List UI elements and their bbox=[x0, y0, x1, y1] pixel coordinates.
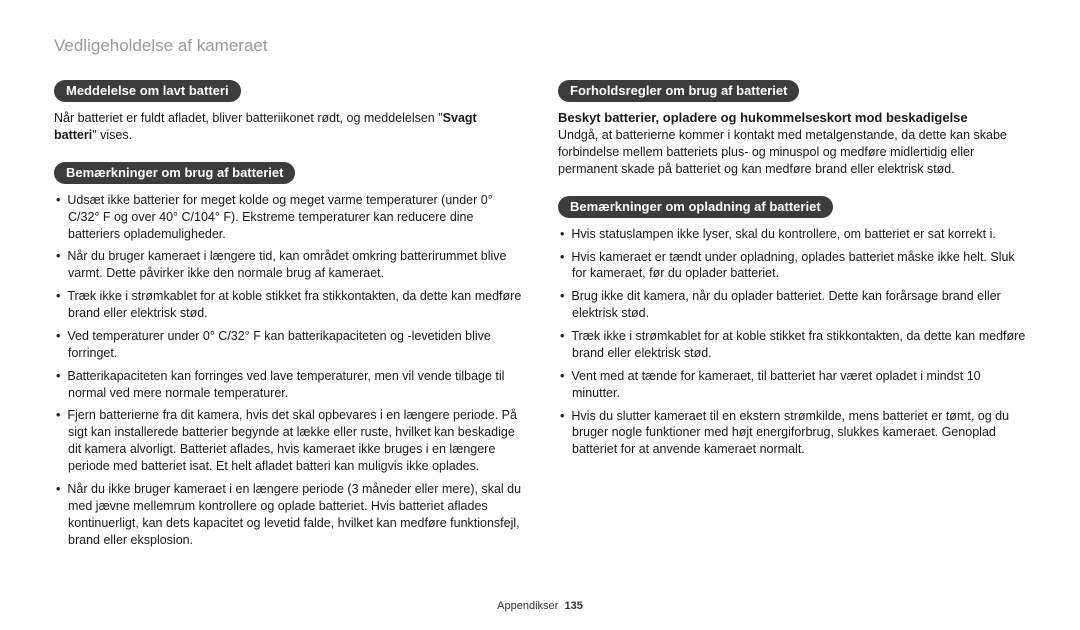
section-charging-notes: Bemærkninger om opladning af batteriet H… bbox=[558, 196, 1026, 459]
list-item: Træk ikke i strømkablet for at koble sti… bbox=[560, 328, 1026, 362]
list-item: Når du ikke bruger kameraet i en længere… bbox=[56, 481, 522, 549]
pill-battery-usage: Bemærkninger om brug af batteriet bbox=[54, 162, 295, 184]
list-item: Når du bruger kameraet i længere tid, ka… bbox=[56, 248, 522, 282]
precaution-text: Undgå, at batterierne kommer i kontakt m… bbox=[558, 127, 1026, 178]
precaution-subheading: Beskyt batterier, opladere og hukommelse… bbox=[558, 110, 1026, 125]
para-a: Når batteriet er fuldt afladet, bliver b… bbox=[54, 111, 443, 125]
list-item: Fjern batterierne fra dit kamera, hvis d… bbox=[56, 407, 522, 475]
page-title: Vedligeholdelse af kameraet bbox=[54, 36, 1026, 56]
pill-low-battery: Meddelelse om lavt batteri bbox=[54, 80, 241, 102]
low-battery-text: Når batteriet er fuldt afladet, bliver b… bbox=[54, 110, 522, 144]
page-footer: Appendikser 135 bbox=[0, 600, 1080, 612]
section-precautions: Forholdsregler om brug af batteriet Besk… bbox=[558, 80, 1026, 178]
right-column: Forholdsregler om brug af batteriet Besk… bbox=[558, 80, 1026, 562]
charging-list: Hvis statuslampen ikke lyser, skal du ko… bbox=[558, 226, 1026, 459]
pill-charging: Bemærkninger om opladning af batteriet bbox=[558, 196, 833, 218]
list-item: Træk ikke i strømkablet for at koble sti… bbox=[56, 288, 522, 322]
list-item: Batterikapaciteten kan forringes ved lav… bbox=[56, 368, 522, 402]
pill-precautions: Forholdsregler om brug af batteriet bbox=[558, 80, 799, 102]
section-low-battery: Meddelelse om lavt batteri Når batteriet… bbox=[54, 80, 522, 144]
para-b: " vises. bbox=[92, 128, 132, 142]
footer-page-number: 135 bbox=[564, 600, 582, 612]
list-item: Ved temperaturer under 0° C/32° F kan ba… bbox=[56, 328, 522, 362]
list-item: Hvis kameraet er tændt under opladning, … bbox=[560, 249, 1026, 283]
footer-label: Appendikser bbox=[497, 600, 558, 612]
list-item: Udsæt ikke batterier for meget kolde og … bbox=[56, 192, 522, 243]
list-item: Vent med at tænde for kameraet, til batt… bbox=[560, 368, 1026, 402]
section-battery-usage-notes: Bemærkninger om brug af batteriet Udsæt … bbox=[54, 162, 522, 549]
list-item: Brug ikke dit kamera, når du oplader bat… bbox=[560, 288, 1026, 322]
left-column: Meddelelse om lavt batteri Når batteriet… bbox=[54, 80, 522, 562]
battery-usage-list: Udsæt ikke batterier for meget kolde og … bbox=[54, 192, 522, 549]
list-item: Hvis statuslampen ikke lyser, skal du ko… bbox=[560, 226, 1026, 243]
list-item: Hvis du slutter kameraet til en ekstern … bbox=[560, 408, 1026, 459]
